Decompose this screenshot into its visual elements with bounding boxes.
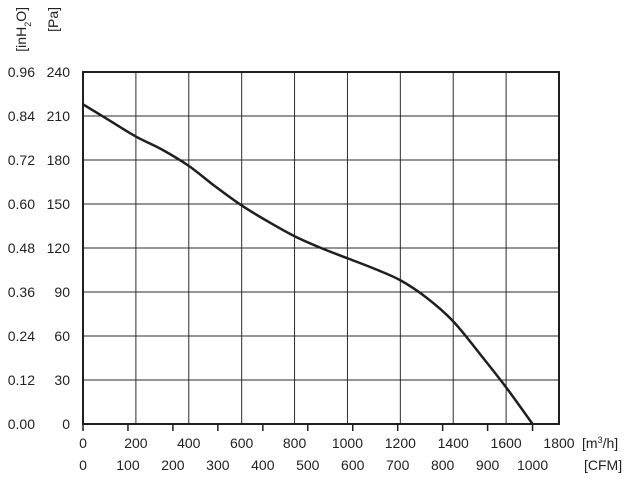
x-tick-label-cfm: 1000: [517, 457, 548, 473]
x-tick-label-m3h: 1000: [332, 435, 363, 451]
x-tick-label-cfm: 900: [476, 457, 500, 473]
x-tick-label-m3h: 1800: [543, 435, 574, 451]
x-tick-label-m3h: 1600: [491, 435, 522, 451]
x-tick-label-m3h: 400: [177, 435, 201, 451]
grid: [83, 72, 559, 424]
x-tick-label-cfm: 200: [161, 457, 185, 473]
y-tick-label-pa: 180: [47, 152, 71, 168]
y-tick-label-pa: 90: [54, 284, 70, 300]
performance-curve: [82, 103, 534, 425]
plot-frame: [82, 71, 560, 431]
x-tick-label-m3h: 200: [124, 435, 148, 451]
x-tick-label-cfm: 600: [341, 457, 365, 473]
y-tick-label-inh2o: 0.72: [8, 152, 35, 168]
y-tick-label-pa: 120: [47, 240, 71, 256]
x-tick-label-cfm: 0: [79, 457, 87, 473]
y-tick-label-pa: 210: [47, 108, 71, 124]
y-tick-label-inh2o: 0.12: [8, 372, 35, 388]
y-tick-label-inh2o: 0.96: [8, 64, 35, 80]
x-tick-label-m3h: 1400: [438, 435, 469, 451]
y-tick-label-inh2o: 0.36: [8, 284, 35, 300]
y-tick-label-pa: 60: [54, 328, 70, 344]
y-tick-label-pa: 30: [54, 372, 70, 388]
x-tick-label-cfm: 800: [431, 457, 455, 473]
x-tick-label-cfm: 300: [206, 457, 230, 473]
y-tick-label-inh2o: 0.60: [8, 196, 35, 212]
y-tick-label-inh2o: 0.84: [8, 108, 35, 124]
y-tick-label-pa: 150: [47, 196, 71, 212]
tick-labels: 0.00 0 0.12 30 0.24 60 0.36 90 0.48 120 0.60 150 0.7…: [8, 7, 622, 473]
x-tick-label-cfm: 700: [386, 457, 410, 473]
x-tick-label-m3h: 600: [230, 435, 254, 451]
curve-layer: [82, 103, 534, 425]
x-tick-label-cfm: 400: [251, 457, 275, 473]
y-tick-label-inh2o: 0.48: [8, 240, 35, 256]
x-tick-label-cfm: 500: [296, 457, 320, 473]
x-tick-label-cfm: 100: [116, 457, 140, 473]
x-tick-label-m3h: 0: [79, 435, 87, 451]
y-tick-label-pa: 0: [62, 416, 70, 432]
y-tick-label-pa: 240: [47, 64, 71, 80]
x-axis-unit-m3h: [m3/h]: [582, 435, 618, 451]
y-axis-unit-pa: [Pa]: [45, 7, 61, 32]
plot-border: [82, 71, 560, 425]
y-axis-unit-inh2o: [inH2O]: [13, 7, 33, 52]
y-tick-label-inh2o: 0.24: [8, 328, 35, 344]
x-tick-label-m3h: 800: [283, 435, 307, 451]
x-axis-unit-cfm: [CFM]: [584, 457, 622, 473]
y-tick-label-inh2o: 0.00: [8, 416, 35, 432]
x-tick-label-m3h: 1200: [385, 435, 416, 451]
